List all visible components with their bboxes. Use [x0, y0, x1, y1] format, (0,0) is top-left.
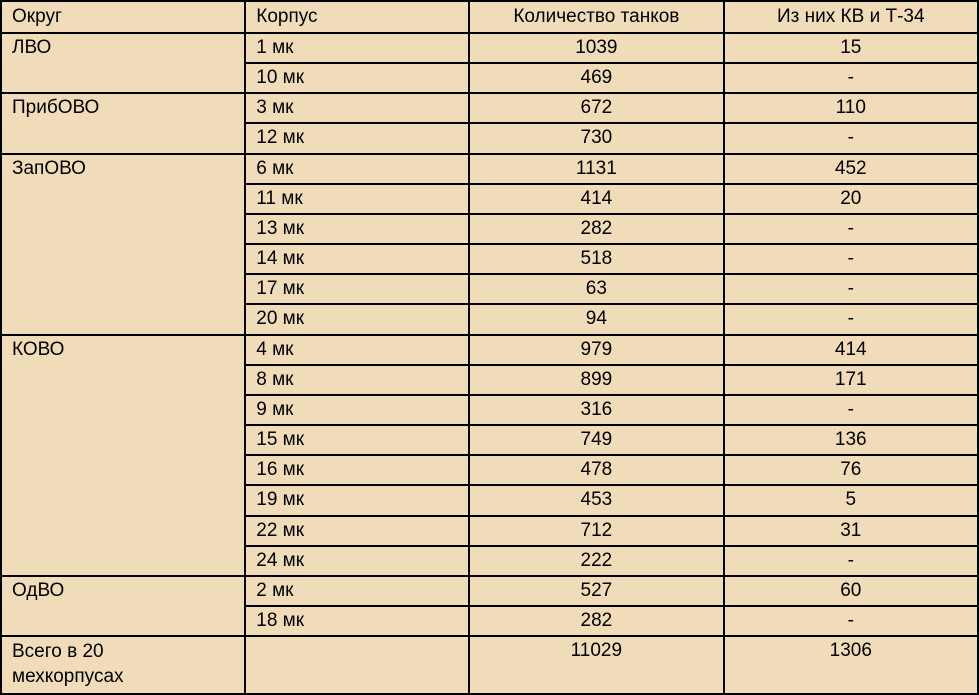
tanks-cell: 899	[469, 365, 723, 395]
district-cell: ЛВО	[1, 33, 245, 93]
kv-cell: 414	[724, 335, 978, 365]
corps-cell: 12 мк	[245, 123, 469, 153]
district-cell: ОдВО	[1, 576, 245, 636]
header-kv: Из них КВ и Т-34	[724, 1, 978, 33]
corps-cell: 2 мк	[245, 576, 469, 606]
tanks-cell: 478	[469, 455, 723, 485]
tanks-cell: 453	[469, 485, 723, 515]
kv-cell: 110	[724, 93, 978, 123]
header-tanks: Количество танков	[469, 1, 723, 33]
corps-cell: 13 мк	[245, 214, 469, 244]
kv-cell: 60	[724, 576, 978, 606]
tanks-cell: 979	[469, 335, 723, 365]
kv-cell: 136	[724, 425, 978, 455]
corps-cell: 17 мк	[245, 274, 469, 304]
corps-cell: 22 мк	[245, 516, 469, 546]
table-row: ОдВО2 мк52760	[1, 576, 978, 606]
kv-cell: -	[724, 274, 978, 304]
district-cell: КОВО	[1, 335, 245, 576]
kv-cell: -	[724, 244, 978, 274]
kv-cell: 20	[724, 184, 978, 214]
tanks-cell: 712	[469, 516, 723, 546]
tanks-cell: 749	[469, 425, 723, 455]
tanks-cell: 63	[469, 274, 723, 304]
corps-cell: 8 мк	[245, 365, 469, 395]
tanks-cell: 316	[469, 395, 723, 425]
corps-cell: 20 мк	[245, 304, 469, 334]
kv-cell: -	[724, 123, 978, 153]
corps-cell: 15 мк	[245, 425, 469, 455]
header-row: Округ Корпус Количество танков Из них КВ…	[1, 1, 978, 33]
tanks-table: Округ Корпус Количество танков Из них КВ…	[0, 0, 979, 695]
tanks-cell: 282	[469, 214, 723, 244]
corps-cell: 16 мк	[245, 455, 469, 485]
corps-cell: 18 мк	[245, 606, 469, 636]
kv-cell: 31	[724, 516, 978, 546]
corps-cell: 14 мк	[245, 244, 469, 274]
total-tanks-cell: 11029	[469, 636, 723, 694]
tanks-cell: 414	[469, 184, 723, 214]
tanks-cell: 730	[469, 123, 723, 153]
tanks-cell: 1039	[469, 33, 723, 63]
table-row: КОВО4 мк979414	[1, 335, 978, 365]
tanks-cell: 672	[469, 93, 723, 123]
tanks-cell: 222	[469, 546, 723, 576]
total-corps-cell	[245, 636, 469, 694]
corps-cell: 1 мк	[245, 33, 469, 63]
corps-cell: 11 мк	[245, 184, 469, 214]
kv-cell: 76	[724, 455, 978, 485]
corps-cell: 6 мк	[245, 154, 469, 184]
tanks-cell: 1131	[469, 154, 723, 184]
district-cell: ЗапОВО	[1, 154, 245, 335]
tanks-cell: 94	[469, 304, 723, 334]
kv-cell: 171	[724, 365, 978, 395]
kv-cell: -	[724, 606, 978, 636]
corps-cell: 24 мк	[245, 546, 469, 576]
kv-cell: -	[724, 395, 978, 425]
kv-cell: -	[724, 546, 978, 576]
tanks-cell: 518	[469, 244, 723, 274]
table-row: ЗапОВО6 мк1131452	[1, 154, 978, 184]
corps-cell: 10 мк	[245, 63, 469, 93]
corps-cell: 3 мк	[245, 93, 469, 123]
kv-cell: -	[724, 214, 978, 244]
kv-cell: 5	[724, 485, 978, 515]
header-corps: Корпус	[245, 1, 469, 33]
header-district: Округ	[1, 1, 245, 33]
total-kv-cell: 1306	[724, 636, 978, 694]
table-row: ЛВО1 мк103915	[1, 33, 978, 63]
corps-cell: 19 мк	[245, 485, 469, 515]
tanks-cell: 282	[469, 606, 723, 636]
kv-cell: -	[724, 63, 978, 93]
kv-cell: 15	[724, 33, 978, 63]
tanks-cell: 469	[469, 63, 723, 93]
kv-cell: -	[724, 304, 978, 334]
corps-cell: 9 мк	[245, 395, 469, 425]
district-cell: ПрибОВО	[1, 93, 245, 153]
corps-cell: 4 мк	[245, 335, 469, 365]
total-row: Всего в 20мехкорпусах 110291306	[1, 636, 978, 694]
table-row: ПрибОВО3 мк672110	[1, 93, 978, 123]
tanks-cell: 527	[469, 576, 723, 606]
kv-cell: 452	[724, 154, 978, 184]
total-label-cell: Всего в 20мехкорпусах	[1, 636, 245, 694]
